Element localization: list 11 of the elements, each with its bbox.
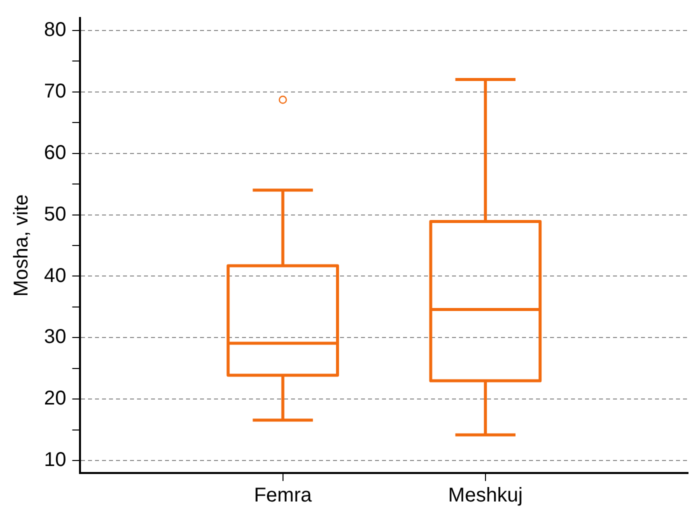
y-tick-label: 10 — [44, 449, 66, 472]
y-tick-label: 70 — [44, 80, 66, 102]
x-tick-label: Femra — [254, 484, 313, 507]
y-tick-label: 40 — [44, 264, 66, 287]
y-tick-label: 20 — [44, 388, 66, 410]
y-tick-label: 50 — [44, 203, 66, 226]
x-tick-label: Meshkuj — [448, 484, 523, 507]
y-axis-title: Mosha, vite — [10, 194, 33, 297]
y-tick-label: 80 — [44, 18, 66, 41]
y-tick-label: 30 — [44, 326, 66, 348]
y-tick-label: 60 — [44, 142, 66, 164]
